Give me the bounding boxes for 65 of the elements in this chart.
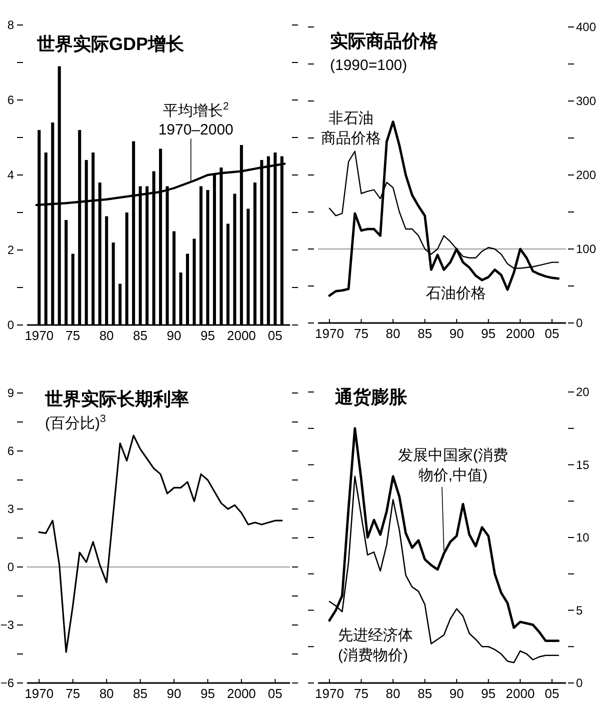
y-tick-label: 2: [7, 243, 14, 258]
x-tick-label: 80: [99, 328, 114, 343]
y-tick-label: 6: [7, 93, 14, 108]
x-tick-label: 1970: [24, 686, 54, 701]
y2-tick-label: 300: [576, 94, 596, 108]
x-tick-label: 05: [544, 686, 560, 701]
x-tick-label: 75: [354, 326, 368, 341]
y-tick-label: 9: [7, 386, 14, 400]
y2-tick-label: 400: [576, 20, 596, 34]
x-tick-label: 1970: [314, 326, 344, 341]
legend-label: 非石油商品价格: [321, 110, 381, 147]
chart-title: 通货膨胀: [334, 387, 408, 407]
chart-title: 实际商品价格: [330, 31, 439, 51]
y2-tick-label: 200: [576, 168, 596, 182]
y2-tick-label: 15: [576, 458, 590, 472]
x-tick-label: 95: [481, 326, 496, 341]
text: (百分比)$^{3}$: [45, 413, 106, 432]
y-tick-label: −6: [0, 676, 14, 690]
x-tick-label: 90: [449, 326, 464, 341]
y-tick-label: 0: [7, 318, 14, 332]
y-tick-label: 4: [7, 168, 14, 182]
y-tick-label: 0: [7, 560, 14, 574]
x-tick-label: 90: [166, 686, 182, 701]
y-tick-label: 3: [7, 502, 14, 516]
x-tick-label: 95: [481, 686, 496, 701]
x-tick-label: 05: [268, 328, 282, 343]
x-tick-label: 80: [386, 326, 400, 341]
y2-tick-label: 0: [576, 316, 583, 330]
y-tick-label: −3: [0, 618, 14, 632]
x-tick-label: 2000: [226, 328, 256, 343]
y2-tick-label: 0: [576, 676, 583, 690]
x-tick-label: 85: [133, 686, 148, 701]
x-tick-label: 2000: [506, 326, 535, 341]
x-tick-label: 05: [544, 326, 560, 341]
x-tick-label: 1970: [314, 686, 344, 701]
x-tick-label: 05: [268, 686, 282, 701]
series-label: 石油价格: [426, 285, 486, 302]
y2-tick-label: 100: [576, 242, 596, 256]
x-tick-label: 75: [66, 328, 80, 343]
x-tick-label: 85: [418, 686, 432, 701]
x-tick-label: 80: [99, 686, 114, 701]
text: (1990=100): [330, 57, 408, 74]
x-tick-label: 90: [166, 328, 182, 343]
x-tick-label: 75: [354, 686, 368, 701]
text: 世界实际GDP增长: [36, 34, 186, 54]
y-tick-label: 8: [7, 18, 14, 32]
x-tick-label: 95: [200, 686, 215, 701]
legend-label: 先进经济体(消费物价): [338, 627, 413, 664]
annotation: 平均增长$^{2}$ 1970–2000: [158, 100, 234, 139]
x-tick-label: 1970: [24, 328, 54, 343]
x-tick-label: 2000: [226, 686, 256, 701]
y2-tick-label: 5: [576, 603, 583, 618]
line-series: [38, 434, 283, 653]
x-tick-label: 90: [449, 686, 464, 701]
x-tick-label: 95: [200, 328, 215, 343]
y2-tick-label: 10: [576, 530, 590, 545]
x-tick-label: 2000: [506, 686, 535, 701]
x-tick-label: 85: [418, 326, 432, 341]
y-tick-label: 6: [7, 444, 14, 458]
x-tick-label: 75: [66, 686, 80, 701]
x-tick-label: 80: [386, 686, 400, 701]
series-label: 发展中国家(消费物价,中值): [398, 447, 508, 484]
chart-title: 世界实际长期利率: [44, 389, 189, 409]
y2-tick-label: 20: [576, 385, 590, 400]
x-tick-label: 85: [133, 328, 148, 343]
